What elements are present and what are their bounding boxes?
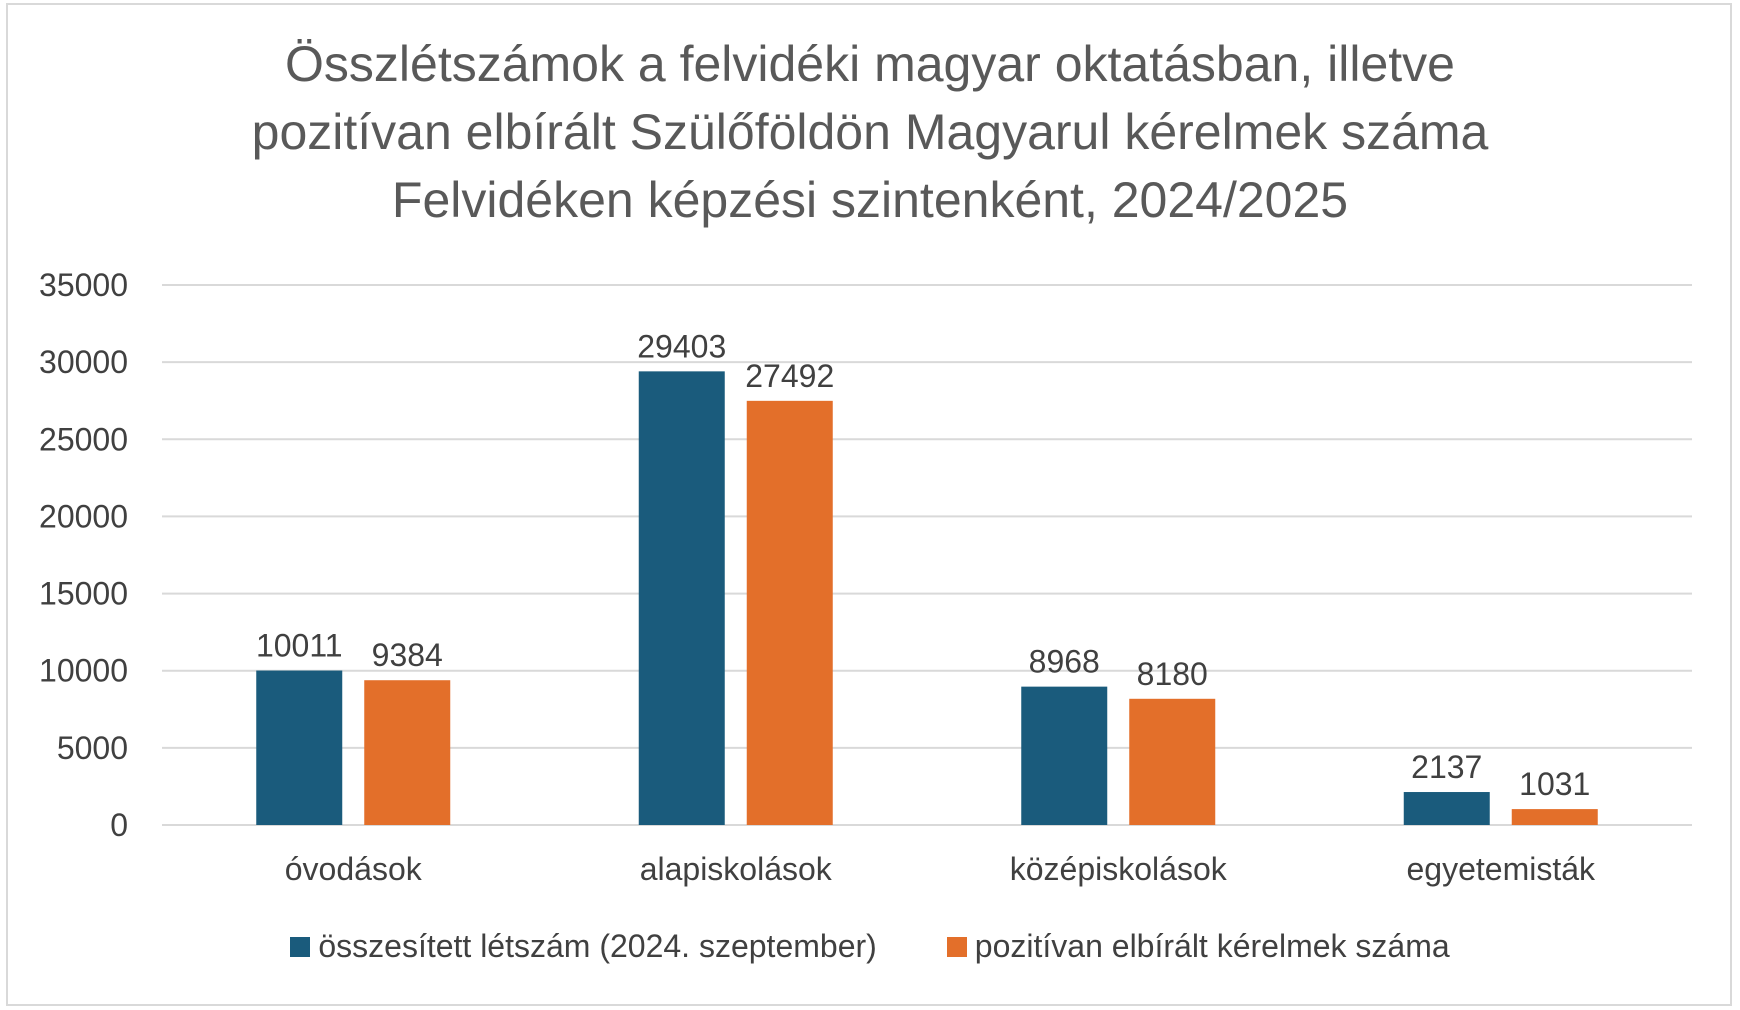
y-tick-label: 15000 (39, 576, 128, 612)
chart-title-line: pozitívan elbírált Szülőföldön Magyarul … (251, 104, 1489, 160)
chart-title: Összlétszámok a felvidéki magyar oktatás… (0, 30, 1740, 234)
x-tick-label: középiskolások (1010, 851, 1228, 887)
chart-frame (6, 3, 1732, 1006)
y-tick-label: 35000 (39, 267, 128, 303)
data-label: 8968 (1029, 644, 1100, 680)
bar (1021, 686, 1108, 825)
bar (1129, 698, 1216, 825)
data-label: 10011 (256, 628, 343, 664)
chart-legend: összesített létszám (2024. szeptember) p… (0, 928, 1740, 965)
y-tick-label: 10000 (39, 653, 128, 689)
legend-item-series-1: összesített létszám (2024. szeptember) (290, 928, 877, 965)
legend-swatch-series-2 (946, 936, 967, 957)
data-label: 9384 (372, 637, 443, 673)
legend-label-series-2: pozitívan elbírált kérelmek száma (974, 928, 1450, 964)
legend-swatch-series-1 (290, 936, 311, 957)
bar (1511, 809, 1598, 825)
y-tick-label: 5000 (57, 730, 128, 766)
x-tick-label: egyetemisták (1406, 851, 1596, 887)
legend-item-series-2: pozitívan elbírált kérelmek száma (946, 928, 1450, 965)
bar (256, 670, 343, 825)
data-label: 27492 (745, 358, 834, 394)
data-label: 8180 (1137, 656, 1208, 692)
y-tick-label: 30000 (39, 344, 128, 380)
x-tick-label: óvodások (285, 851, 423, 887)
bar (364, 680, 451, 825)
y-tick-label: 25000 (39, 421, 128, 457)
y-tick-label: 20000 (39, 498, 128, 534)
chart-title-line: Felvidéken képzési szintenként, 2024/202… (391, 172, 1349, 228)
data-label: 2137 (1411, 749, 1482, 785)
x-tick-label: alapiskolások (640, 851, 833, 887)
bar (1403, 792, 1490, 825)
y-tick-label: 0 (110, 807, 128, 843)
bar (638, 371, 725, 825)
data-label: 1031 (1519, 766, 1590, 802)
bar (746, 400, 833, 825)
data-label: 29403 (637, 328, 726, 364)
chart-title-line: Összlétszámok a felvidéki magyar oktatás… (285, 36, 1455, 92)
legend-label-series-1: összesített létszám (2024. szeptember) (318, 928, 877, 964)
